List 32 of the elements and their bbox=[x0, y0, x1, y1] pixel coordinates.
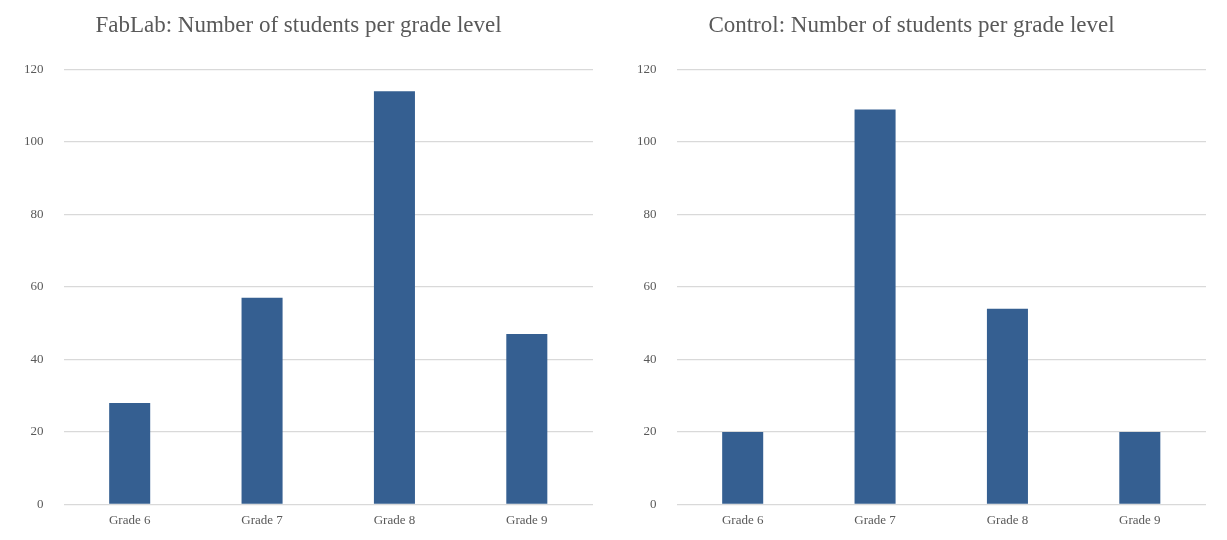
y-tick-label: 20 bbox=[643, 423, 657, 439]
y-tick-label: 120 bbox=[637, 61, 657, 77]
y-tick-label: 60 bbox=[643, 278, 657, 294]
x-tick-label: Grade 8 bbox=[986, 511, 1029, 527]
y-tick-label: 0 bbox=[37, 495, 44, 511]
x-tick-label: Grade 6 bbox=[721, 511, 764, 527]
bar bbox=[506, 334, 548, 504]
y-tick-label: 80 bbox=[30, 205, 44, 221]
x-tick-label: Grade 7 bbox=[854, 511, 897, 527]
x-tick-label: Grade 7 bbox=[241, 511, 284, 527]
bar bbox=[373, 91, 415, 504]
y-tick-label: 60 bbox=[30, 278, 44, 294]
y-tick-label: 0 bbox=[650, 495, 657, 511]
bar bbox=[241, 297, 283, 504]
chart-title: FabLab: Number of students per grade level bbox=[95, 11, 502, 37]
x-tick-label: Grade 8 bbox=[373, 511, 416, 527]
bar bbox=[109, 402, 151, 504]
bar bbox=[1119, 431, 1161, 504]
y-tick-label: 120 bbox=[24, 61, 44, 77]
y-tick-label: 100 bbox=[637, 133, 657, 149]
x-tick-label: Grade 9 bbox=[1119, 511, 1161, 527]
chart-title: Control: Number of students per grade level bbox=[708, 11, 1115, 37]
bar bbox=[986, 308, 1028, 504]
bar bbox=[854, 109, 896, 504]
bar bbox=[722, 431, 764, 504]
y-tick-label: 40 bbox=[643, 350, 657, 366]
y-tick-label: 40 bbox=[30, 350, 44, 366]
x-tick-label: Grade 6 bbox=[108, 511, 151, 527]
y-tick-label: 100 bbox=[24, 133, 44, 149]
y-tick-label: 80 bbox=[643, 205, 657, 221]
y-tick-label: 20 bbox=[30, 423, 44, 439]
x-tick-label: Grade 9 bbox=[506, 511, 548, 527]
